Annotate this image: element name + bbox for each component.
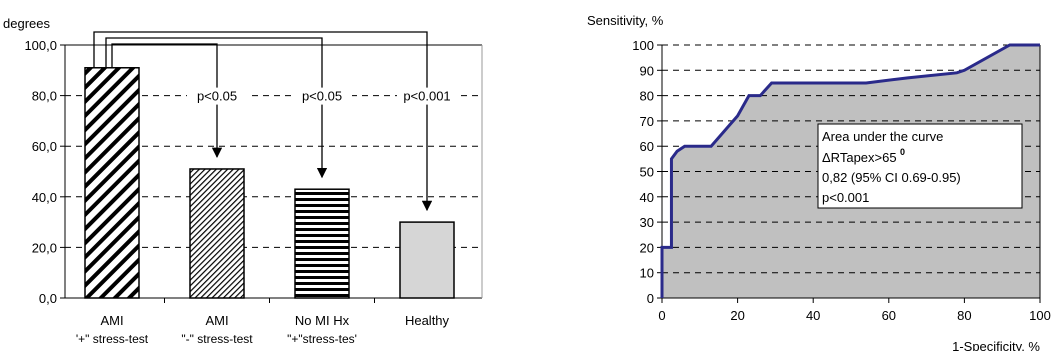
auc-box-title: Area under the curve bbox=[822, 129, 943, 144]
annotation-bg bbox=[292, 87, 352, 105]
auc-box-superscript: 0 bbox=[900, 147, 905, 157]
annotation-bg bbox=[397, 87, 457, 105]
auc-box bbox=[817, 123, 1023, 209]
p-value-annotation: p<0.001 bbox=[403, 89, 450, 104]
x-tick-label-line2: "-" stress-test bbox=[181, 332, 253, 346]
x-tick-label: No MI Hx bbox=[295, 313, 350, 328]
y-tick-label: 0,0 bbox=[39, 291, 57, 306]
x-tick-label: 40 bbox=[806, 308, 820, 323]
y-tick-label: 40,0 bbox=[32, 190, 57, 205]
roc-curve bbox=[660, 43, 1040, 298]
x-tick-label-line2: '+" stress-test bbox=[76, 332, 149, 346]
y-tick-label: 20 bbox=[640, 240, 654, 255]
x-axis-title: 1-Specificity, % bbox=[952, 339, 1040, 351]
p-value-annotation: p<0.05 bbox=[197, 89, 237, 104]
bar bbox=[84, 67, 140, 299]
bar bbox=[189, 168, 245, 299]
p-value-annotation: p<0.05 bbox=[302, 89, 342, 104]
auc-box-measure: ΔRTapex>65 bbox=[822, 150, 897, 165]
x-tick-label: AMI bbox=[100, 313, 123, 328]
x-tick-label: 80 bbox=[957, 308, 971, 323]
y-tick-label: 60 bbox=[640, 139, 654, 154]
y-axis-title: degrees bbox=[3, 16, 50, 31]
y-tick-label: 30 bbox=[640, 215, 654, 230]
x-tick-label: 0 bbox=[658, 308, 665, 323]
y-tick-label: 60,0 bbox=[32, 139, 57, 154]
y-tick-label: 10 bbox=[640, 266, 654, 281]
y-tick-label: 100,0 bbox=[24, 38, 57, 53]
auc-box-value: 0,82 (95% CI 0.69-0.95) bbox=[822, 170, 961, 185]
comparison-arrow bbox=[93, 31, 433, 212]
x-tick-label: 100 bbox=[1029, 308, 1051, 323]
x-tick-label-line2: "+"stress-tes' bbox=[287, 332, 357, 346]
bar-chart: degrees 0,0 20,0 40,0 60,0 80,0 100,0 AMI '+" st… bbox=[3, 16, 483, 346]
y-tick-label: 40 bbox=[640, 190, 654, 205]
annotation-bg bbox=[187, 87, 247, 105]
x-tick-label: Healthy bbox=[405, 313, 450, 328]
y-tick-label: 70 bbox=[640, 114, 654, 129]
bar bbox=[294, 188, 350, 299]
y-tick-label: 80 bbox=[640, 89, 654, 104]
y-tick-label: 20,0 bbox=[32, 240, 57, 255]
y-tick-label: 50 bbox=[640, 165, 654, 180]
x-tick-label: AMI bbox=[205, 313, 228, 328]
auc-box-pvalue: p<0.001 bbox=[822, 190, 869, 205]
y-tick-label: 80,0 bbox=[32, 89, 57, 104]
comparison-arrow bbox=[105, 37, 328, 179]
bar bbox=[399, 221, 455, 299]
y-tick-label: 100 bbox=[632, 38, 654, 53]
y-tick-label: 0 bbox=[647, 291, 654, 306]
x-tick-label: 20 bbox=[730, 308, 744, 323]
roc-chart: Sensitivity, % 1-Specificity, % 0 10 20 30 40 5… bbox=[587, 13, 1051, 351]
y-axis-title: Sensitivity, % bbox=[587, 13, 664, 28]
x-tick-label: 60 bbox=[882, 308, 896, 323]
y-tick-label: 90 bbox=[640, 63, 654, 78]
